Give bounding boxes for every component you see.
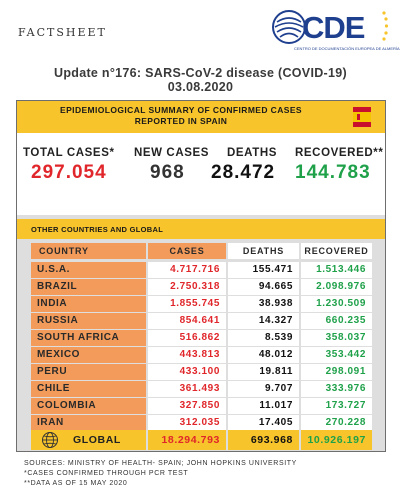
summary-heading-line-2: REPORTED IN SPAIN [134, 116, 228, 126]
sources-note: SOURCES: MINISTRY OF HEALTH- SPAIN; JOHN… [24, 460, 297, 467]
logo-subtitle: CENTRO DE DOCUMENTACIÓN EUROPEA DE ALMER… [294, 46, 400, 51]
country-cases: 516.862 [148, 330, 226, 346]
recovered-date-note: **DATA AS OF 15 MAY 2020 [24, 480, 128, 487]
country-cases: 2.750.318 [148, 279, 226, 295]
deaths-label: DEATHS [227, 147, 278, 159]
country-name: BRAZIL [31, 279, 146, 295]
table-row: MEXICO 443.813 48.012 353.442 [31, 347, 372, 363]
country-recovered: 173.727 [301, 398, 372, 414]
recovered-value: 144.783 [295, 162, 371, 183]
summary-panel: EPIDEMIOLOGICAL SUMMARY OF CONFIRMED CAS… [16, 100, 386, 452]
table-row: IRAN 312.035 17.405 270.228 [31, 415, 372, 431]
country-cases: 1.855.745 [148, 296, 226, 312]
new-cases-label: NEW CASES [134, 147, 210, 159]
country-recovered: 2.098.976 [301, 279, 372, 295]
page-title: Update n°176: SARS-CoV-2 disease (COVID-… [0, 66, 401, 94]
country-deaths: 11.017 [228, 398, 299, 414]
title-line-1: Update n°176: SARS-CoV-2 disease (COVID-… [54, 66, 347, 80]
country-name: U.S.A. [31, 262, 146, 278]
country-cases: 443.813 [148, 347, 226, 363]
table-row: SOUTH AFRICA 516.862 8.539 358.037 [31, 330, 372, 346]
country-recovered: 353.442 [301, 347, 372, 363]
country-name: SOUTH AFRICA [31, 330, 146, 346]
global-totals-row: GLOBAL 18.294.793 693.968 10.926.197 [31, 430, 372, 450]
country-deaths: 9.707 [228, 381, 299, 397]
column-header-cases: CASES [148, 243, 226, 259]
table-row: RUSSIA 854.641 14.327 660.235 [31, 313, 372, 329]
eu-stars-icon [382, 11, 388, 41]
country-recovered: 1.513.446 [301, 262, 372, 278]
global-recovered: 10.926.197 [301, 430, 372, 450]
country-name: RUSSIA [31, 313, 146, 329]
country-deaths: 38.938 [228, 296, 299, 312]
pcr-note: *CASES CONFIRMED THROUGH PCR TEST [24, 470, 189, 477]
summary-heading: EPIDEMIOLOGICAL SUMMARY OF CONFIRMED CAS… [31, 105, 331, 127]
country-name: CHILE [31, 381, 146, 397]
country-name: IRAN [31, 415, 146, 431]
recovered-label: RECOVERED** [295, 147, 384, 159]
country-deaths: 19.811 [228, 364, 299, 380]
column-header-deaths: DEATHS [228, 243, 299, 259]
country-recovered: 1.230.509 [301, 296, 372, 312]
table-header-row: COUNTRY CASES DEATHS RECOVERED [31, 243, 372, 259]
country-cases: 361.493 [148, 381, 226, 397]
cde-logo-emblem-icon [272, 10, 306, 44]
country-name: INDIA [31, 296, 146, 312]
country-name: COLOMBIA [31, 398, 146, 414]
deaths-value: 28.472 [211, 162, 276, 183]
spain-flag-icon [353, 107, 371, 127]
table-row: CHILE 361.493 9.707 333.976 [31, 381, 372, 397]
summary-stats [17, 133, 385, 215]
country-name: MEXICO [31, 347, 146, 363]
table-row: INDIA 1.855.745 38.938 1.230.509 [31, 296, 372, 312]
country-recovered: 660.235 [301, 313, 372, 329]
table-row: BRAZIL 2.750.318 94.665 2.098.976 [31, 279, 372, 295]
country-cases: 4.717.716 [148, 262, 226, 278]
summary-heading-bar: EPIDEMIOLOGICAL SUMMARY OF CONFIRMED CAS… [17, 101, 385, 133]
country-recovered: 358.037 [301, 330, 372, 346]
country-deaths: 8.539 [228, 330, 299, 346]
country-cases: 433.100 [148, 364, 226, 380]
new-cases-value: 968 [150, 162, 185, 183]
global-label: GLOBAL [31, 430, 146, 450]
cde-logo: CDE CENTRO DE DOCUMENTACIÓN EUROPEA DE A… [272, 8, 400, 60]
column-header-country: COUNTRY [31, 243, 146, 259]
country-recovered: 270.228 [301, 415, 372, 431]
country-cases: 312.035 [148, 415, 226, 431]
country-recovered: 333.976 [301, 381, 372, 397]
country-recovered: 298.091 [301, 364, 372, 380]
country-deaths: 94.665 [228, 279, 299, 295]
country-cases: 327.850 [148, 398, 226, 414]
table-row: PERU 433.100 19.811 298.091 [31, 364, 372, 380]
global-cases: 18.294.793 [148, 430, 226, 450]
total-cases-value: 297.054 [31, 162, 107, 183]
country-deaths: 155.471 [228, 262, 299, 278]
country-name: PERU [31, 364, 146, 380]
globe-icon [42, 432, 58, 448]
other-countries-heading: OTHER COUNTRIES AND GLOBAL [17, 219, 385, 239]
summary-heading-line-1: EPIDEMIOLOGICAL SUMMARY OF CONFIRMED CAS… [60, 105, 302, 115]
country-deaths: 48.012 [228, 347, 299, 363]
factsheet-label: FACTSHEET [18, 26, 107, 39]
footnotes: SOURCES: MINISTRY OF HEALTH- SPAIN; JOHN… [24, 459, 297, 489]
total-cases-label: TOTAL CASES* [23, 147, 115, 159]
title-date: 03.08.2020 [167, 80, 234, 94]
country-deaths: 17.405 [228, 415, 299, 431]
country-deaths: 14.327 [228, 313, 299, 329]
global-deaths: 693.968 [228, 430, 299, 450]
country-cases: 854.641 [148, 313, 226, 329]
logo-text: CDE [302, 10, 365, 45]
table-row: U.S.A. 4.717.716 155.471 1.513.446 [31, 262, 372, 278]
column-header-recovered: RECOVERED [301, 243, 372, 259]
table-row: COLOMBIA 327.850 11.017 173.727 [31, 398, 372, 414]
